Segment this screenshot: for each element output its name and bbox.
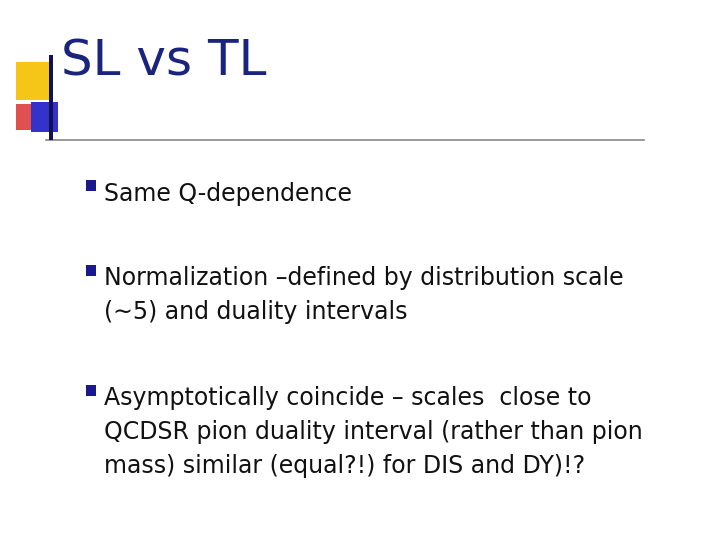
Text: Normalization –defined by distribution scale
(∼5) and duality intervals: Normalization –defined by distribution s… [104, 267, 624, 324]
FancyBboxPatch shape [86, 265, 96, 275]
FancyBboxPatch shape [49, 55, 53, 140]
FancyBboxPatch shape [86, 179, 96, 191]
FancyBboxPatch shape [17, 104, 40, 130]
FancyBboxPatch shape [31, 102, 58, 132]
FancyBboxPatch shape [17, 62, 50, 100]
Text: Same Q-dependence: Same Q-dependence [104, 181, 352, 206]
FancyBboxPatch shape [86, 384, 96, 395]
Text: SL vs TL: SL vs TL [61, 37, 267, 85]
Text: Asymptotically coincide – scales  close to
QCDSR pion duality interval (rather t: Asymptotically coincide – scales close t… [104, 387, 642, 477]
